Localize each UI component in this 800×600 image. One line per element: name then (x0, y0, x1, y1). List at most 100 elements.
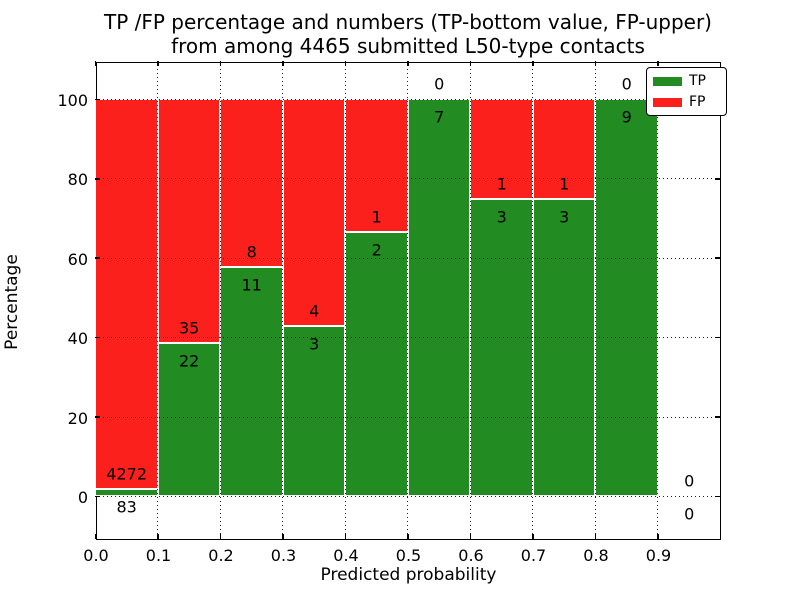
tick-mark (594, 534, 597, 540)
gridline (219, 61, 221, 540)
legend-item-fp: FP (653, 95, 719, 109)
y-tick-label: 0 (77, 488, 88, 507)
tp-count-label: 11 (241, 275, 262, 295)
x-tick-label: 0.4 (333, 546, 359, 565)
x-tick-label: 0.0 (83, 546, 109, 565)
fp-count-label: 1 (496, 174, 507, 194)
tp-count-label: 2 (371, 240, 382, 260)
tick-mark (94, 61, 97, 67)
tick-mark (407, 534, 409, 540)
tick-mark (157, 534, 159, 540)
tick-mark (344, 61, 347, 67)
x-tick-label: 0.3 (270, 546, 297, 565)
bar-segment-tp (470, 198, 533, 497)
tick-mark (95, 495, 101, 498)
chart-title-line1: TP /FP percentage and numbers (TP-bottom… (104, 10, 712, 34)
tick-mark (157, 61, 159, 67)
tp-count-label: 3 (309, 334, 320, 354)
fp-count-label: 4 (309, 301, 320, 321)
gridline (282, 61, 284, 540)
tp-count-label: 9 (621, 107, 632, 127)
tick-mark (219, 61, 222, 67)
bar-segment-tp (220, 266, 283, 497)
fp-count-label: 35 (178, 318, 200, 338)
tick-mark (657, 534, 659, 540)
fp-count-label: 0 (434, 74, 445, 94)
x-axis-title: Predicted probability (320, 565, 497, 585)
bar-segment-fp (282, 99, 346, 327)
tick-mark (715, 416, 721, 418)
fp-swatch-icon (653, 97, 682, 107)
y-tick-label: 40 (67, 329, 88, 349)
fp-count-label: 0 (684, 471, 695, 491)
plot-area: 4272 83 35 22 8 11 4 3 1 2 0 7 1 3 1 3 0 9 0 0 TP FP (94, 61, 727, 540)
bar-segment-tp (345, 231, 408, 497)
fp-count-label: 8 (246, 242, 257, 262)
chart-title: TP /FP percentage and numbers (TP-bottom… (58, 10, 758, 58)
tick-mark (469, 534, 472, 540)
gridline (657, 61, 659, 540)
tick-mark (594, 61, 597, 67)
tp-swatch-icon (653, 76, 682, 86)
tick-mark (532, 534, 534, 540)
x-tick-label: 0.5 (395, 546, 422, 565)
legend-item-tp: TP (653, 74, 719, 88)
fp-count-label: 0 (621, 74, 632, 94)
bar-segment-tp (595, 99, 658, 497)
tick-mark (95, 98, 101, 101)
legend-label-tp: TP (689, 73, 706, 89)
x-tick-label: 0.2 (208, 546, 234, 565)
tick-mark (282, 61, 284, 67)
gridline (594, 61, 596, 540)
tp-count-label: 3 (559, 207, 570, 227)
bar-segment-tp (532, 198, 596, 497)
x-tick-label: 0.7 (520, 546, 547, 565)
fp-count-label: 1 (559, 174, 570, 194)
tp-count-label: 0 (684, 504, 695, 524)
tp-count-label: 83 (116, 497, 137, 517)
plot-layers: 4272 83 35 22 8 11 4 3 1 2 0 7 1 3 1 3 0 9 0 0 (94, 61, 721, 540)
gridline (157, 61, 159, 540)
fp-count-label: 4272 (106, 464, 148, 484)
bar-segment-tp (407, 99, 471, 497)
tick-mark (657, 61, 659, 67)
tick-mark (715, 178, 721, 180)
tick-mark (95, 257, 101, 259)
x-tick-label: 0.1 (145, 546, 172, 565)
legend: TP FP (646, 67, 727, 116)
tp-count-label: 7 (434, 107, 445, 127)
tick-mark (95, 416, 101, 418)
tick-mark (715, 336, 721, 339)
y-tick-label: 100 (57, 91, 88, 110)
tick-mark (715, 257, 721, 259)
x-tick-label: 0.8 (583, 546, 609, 565)
tick-mark (469, 61, 472, 67)
tick-mark (532, 61, 534, 67)
y-tick-label: 80 (67, 170, 88, 190)
tick-mark (219, 534, 222, 540)
gridline (532, 61, 534, 540)
gridline (344, 61, 346, 540)
tick-mark (95, 178, 101, 180)
gridline (407, 61, 409, 540)
bar-segment-fp (157, 99, 221, 344)
fp-count-label: 1 (371, 207, 382, 227)
tick-mark (407, 61, 409, 67)
tick-mark (282, 534, 284, 540)
legend-label-fp: FP (689, 94, 706, 110)
bar-segment-fp (532, 99, 596, 199)
chart-title-line2: from among 4465 submitted L50-type conta… (171, 34, 645, 58)
tp-count-label: 3 (496, 207, 507, 227)
bar-segment-fp (95, 99, 158, 489)
y-tick-label: 60 (67, 249, 88, 269)
tick-mark (344, 534, 347, 540)
tick-mark (95, 336, 101, 339)
gridline (469, 61, 471, 540)
tick-mark (94, 534, 97, 540)
tick-mark (715, 495, 721, 498)
tp-count-label: 22 (178, 351, 200, 371)
x-tick-label: 0.9 (645, 546, 672, 565)
x-tick-label: 0.6 (458, 546, 484, 565)
y-tick-label: 20 (67, 408, 88, 428)
